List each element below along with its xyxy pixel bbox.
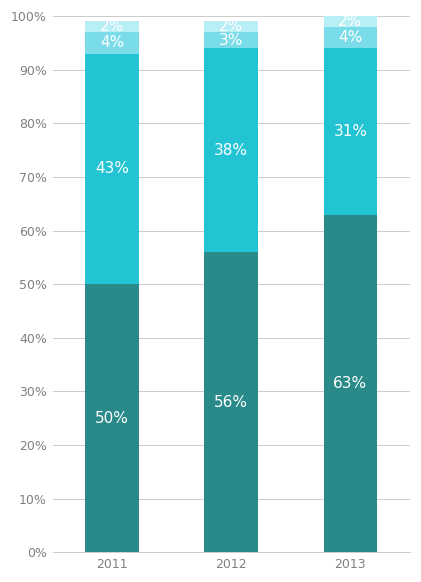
Text: 38%: 38%	[214, 143, 248, 158]
Bar	[205, 48, 258, 252]
Text: 56%: 56%	[214, 395, 248, 410]
Bar	[85, 22, 139, 32]
Text: 43%: 43%	[95, 161, 129, 176]
Text: 63%: 63%	[333, 376, 368, 391]
Bar	[323, 16, 377, 27]
Bar	[205, 252, 258, 552]
Text: 31%: 31%	[333, 124, 368, 139]
Bar	[205, 32, 258, 48]
Text: 2%: 2%	[338, 14, 362, 29]
Bar	[85, 284, 139, 552]
Text: 4%: 4%	[100, 36, 124, 51]
Text: 2%: 2%	[219, 19, 243, 34]
Bar	[205, 22, 258, 32]
Text: 2%: 2%	[100, 19, 124, 34]
Text: 4%: 4%	[338, 30, 362, 45]
Bar	[85, 32, 139, 54]
Bar	[323, 27, 377, 48]
Bar	[323, 48, 377, 215]
Text: 50%: 50%	[95, 411, 129, 426]
Bar	[323, 215, 377, 552]
Bar	[85, 54, 139, 284]
Text: 3%: 3%	[219, 33, 243, 48]
